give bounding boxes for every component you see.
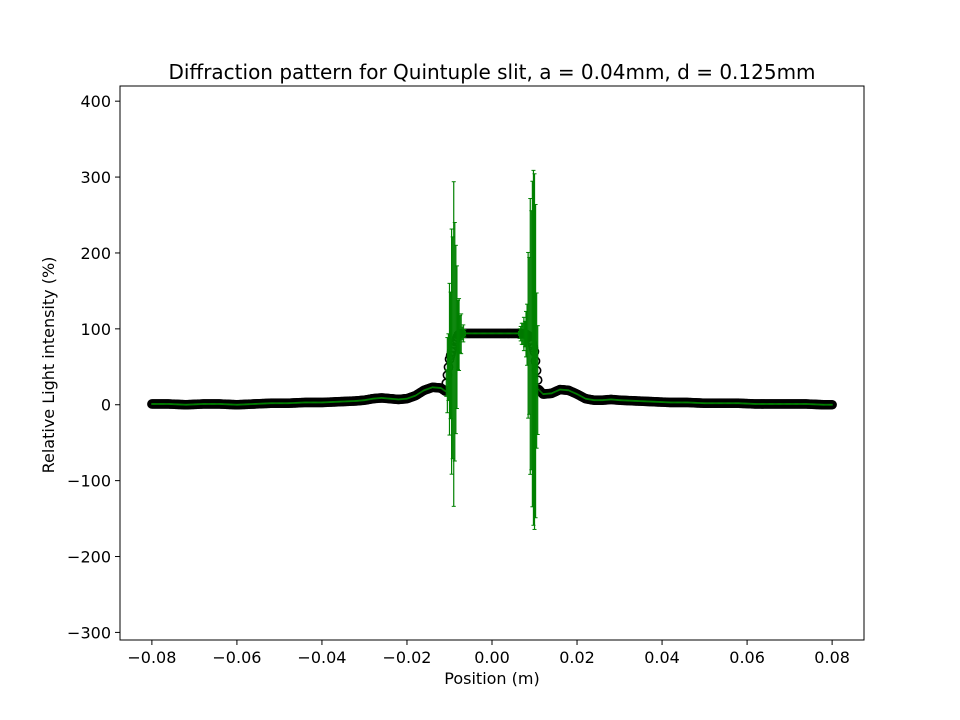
x-tick-label: 0.06 — [729, 648, 765, 667]
x-tick-label: 0.04 — [644, 648, 680, 667]
y-tick-label: −300 — [67, 623, 111, 642]
x-axis: −0.08 −0.06 −0.04 −0.02 0.00 0.02 0.04 0.06 0.08 — [127, 640, 850, 667]
x-tick-label: 0.08 — [814, 648, 850, 667]
y-tick-label: 200 — [80, 244, 111, 263]
y-tick-label: 300 — [80, 168, 111, 187]
chart-title: Diffraction pattern for Quintuple slit, … — [168, 60, 815, 84]
y-axis: −300 −200 −100 0 100 200 300 400 — [67, 92, 120, 642]
x-tick-label: 0.02 — [559, 648, 595, 667]
plot-frame — [119, 85, 865, 641]
y-tick-label: 400 — [80, 92, 111, 111]
x-axis-label: Position (m) — [444, 669, 539, 688]
x-tick-label: −0.04 — [297, 648, 346, 667]
y-tick-label: −100 — [67, 472, 111, 491]
plot-area — [147, 169, 837, 530]
x-tick-label: −0.06 — [212, 648, 261, 667]
y-axis-label: Relative Light intensity (%) — [39, 257, 58, 474]
x-tick-label: −0.02 — [382, 648, 431, 667]
x-tick-label: −0.08 — [127, 648, 176, 667]
y-tick-label: 100 — [80, 320, 111, 339]
y-tick-label: −200 — [67, 548, 111, 567]
x-tick-label: 0.00 — [474, 648, 510, 667]
y-tick-label: 0 — [101, 396, 111, 415]
